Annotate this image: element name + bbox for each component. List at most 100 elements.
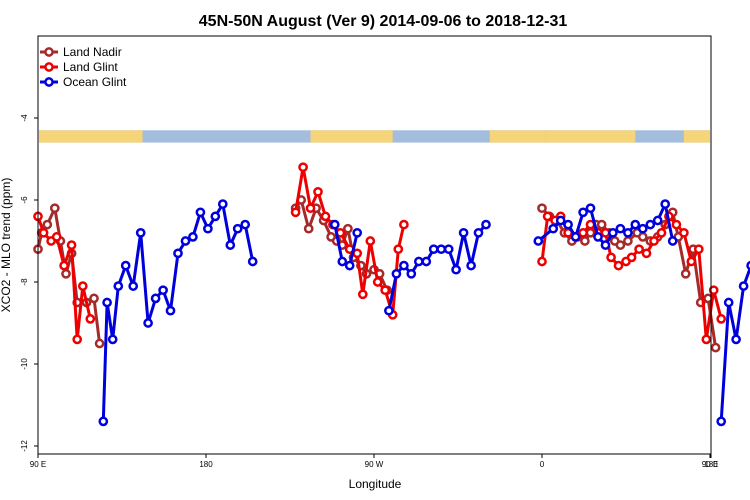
data-point bbox=[128, 281, 139, 291]
data-point bbox=[195, 207, 206, 218]
data-point bbox=[637, 223, 648, 234]
data-point bbox=[443, 244, 454, 255]
legend-item: Land Glint bbox=[40, 60, 118, 74]
data-point bbox=[428, 244, 439, 255]
data-point bbox=[217, 199, 228, 209]
data-point bbox=[298, 162, 308, 173]
y-tick-label: -4 bbox=[20, 114, 29, 122]
data-point bbox=[436, 244, 447, 255]
x-tick-label: 180 bbox=[199, 460, 213, 469]
data-point bbox=[686, 256, 697, 267]
data-point bbox=[49, 203, 60, 214]
land-ocean-strip bbox=[39, 130, 710, 143]
data-point bbox=[61, 268, 71, 279]
land-segment bbox=[310, 130, 393, 143]
data-point bbox=[656, 227, 667, 238]
data-point bbox=[716, 416, 727, 427]
data-point bbox=[600, 240, 611, 250]
data-point bbox=[77, 281, 88, 291]
chart-title: 45N-50N August (Ver 9) 2014-09-06 to 201… bbox=[199, 13, 568, 30]
data-point bbox=[731, 334, 741, 345]
x-tick-label: 90 W bbox=[365, 460, 384, 469]
data-point bbox=[59, 260, 69, 271]
legend-label: Land Glint bbox=[63, 60, 118, 74]
data-point bbox=[451, 264, 461, 275]
data-point bbox=[533, 236, 544, 246]
data-point bbox=[343, 223, 353, 234]
data-point bbox=[746, 260, 750, 271]
data-point bbox=[357, 289, 368, 300]
data-point bbox=[716, 314, 727, 324]
data-point bbox=[421, 256, 432, 267]
data-point bbox=[365, 236, 376, 246]
data-point bbox=[578, 207, 588, 218]
data-point bbox=[578, 227, 588, 238]
y-tick-label: -12 bbox=[20, 440, 29, 452]
data-point bbox=[66, 240, 77, 250]
data-point bbox=[380, 285, 391, 296]
data-point bbox=[637, 232, 648, 242]
data-point bbox=[481, 219, 491, 230]
data-point bbox=[652, 215, 663, 226]
data-point bbox=[173, 248, 183, 259]
data-point bbox=[680, 268, 691, 279]
data-point bbox=[593, 232, 603, 242]
x-tick-label: 90 E bbox=[702, 460, 718, 469]
data-point bbox=[210, 211, 221, 222]
data-point bbox=[634, 244, 644, 255]
x-tick-label: 90 E bbox=[30, 460, 46, 469]
data-point bbox=[303, 223, 314, 234]
legend-label: Land Nadir bbox=[63, 45, 122, 59]
land-segment bbox=[489, 130, 546, 143]
series-ocean-glint bbox=[98, 199, 750, 427]
data-point bbox=[120, 260, 131, 271]
data-point bbox=[38, 227, 49, 238]
legend-label: Ocean Glint bbox=[63, 75, 127, 89]
data-point bbox=[548, 223, 559, 234]
data-point bbox=[679, 227, 689, 238]
data-point bbox=[537, 256, 547, 267]
data-point bbox=[570, 232, 581, 242]
data-point bbox=[473, 227, 484, 238]
data-point bbox=[290, 207, 301, 218]
data-point bbox=[72, 334, 83, 345]
data-point bbox=[344, 260, 355, 271]
data-point bbox=[247, 256, 258, 267]
data-point bbox=[399, 260, 409, 271]
data-point bbox=[671, 219, 682, 230]
data-point bbox=[580, 236, 590, 246]
data-point bbox=[608, 227, 618, 238]
legend-marker bbox=[44, 47, 54, 57]
data-point bbox=[630, 219, 641, 230]
data-point bbox=[667, 236, 678, 246]
data-point bbox=[42, 219, 53, 230]
data-point bbox=[406, 268, 417, 279]
data-point bbox=[585, 227, 596, 238]
x-tick-label: 0 bbox=[540, 460, 545, 469]
series-line bbox=[719, 264, 750, 422]
data-point bbox=[596, 219, 607, 230]
data-point bbox=[113, 281, 124, 291]
data-point bbox=[391, 268, 402, 279]
data-point bbox=[623, 236, 633, 246]
data-point bbox=[305, 203, 316, 214]
data-point bbox=[313, 186, 323, 197]
data-point bbox=[708, 285, 719, 296]
data-point bbox=[738, 281, 749, 291]
data-point bbox=[626, 252, 637, 263]
data-point bbox=[135, 227, 146, 238]
data-point bbox=[158, 285, 168, 296]
data-point bbox=[150, 293, 161, 304]
data-point bbox=[623, 227, 633, 238]
data-point bbox=[51, 232, 62, 242]
y-tick-label: -8 bbox=[20, 278, 29, 286]
data-point bbox=[225, 240, 236, 250]
data-point bbox=[384, 305, 394, 316]
data-point bbox=[352, 248, 363, 259]
data-point bbox=[203, 223, 213, 234]
data-point bbox=[649, 236, 659, 246]
data-point bbox=[555, 215, 566, 226]
